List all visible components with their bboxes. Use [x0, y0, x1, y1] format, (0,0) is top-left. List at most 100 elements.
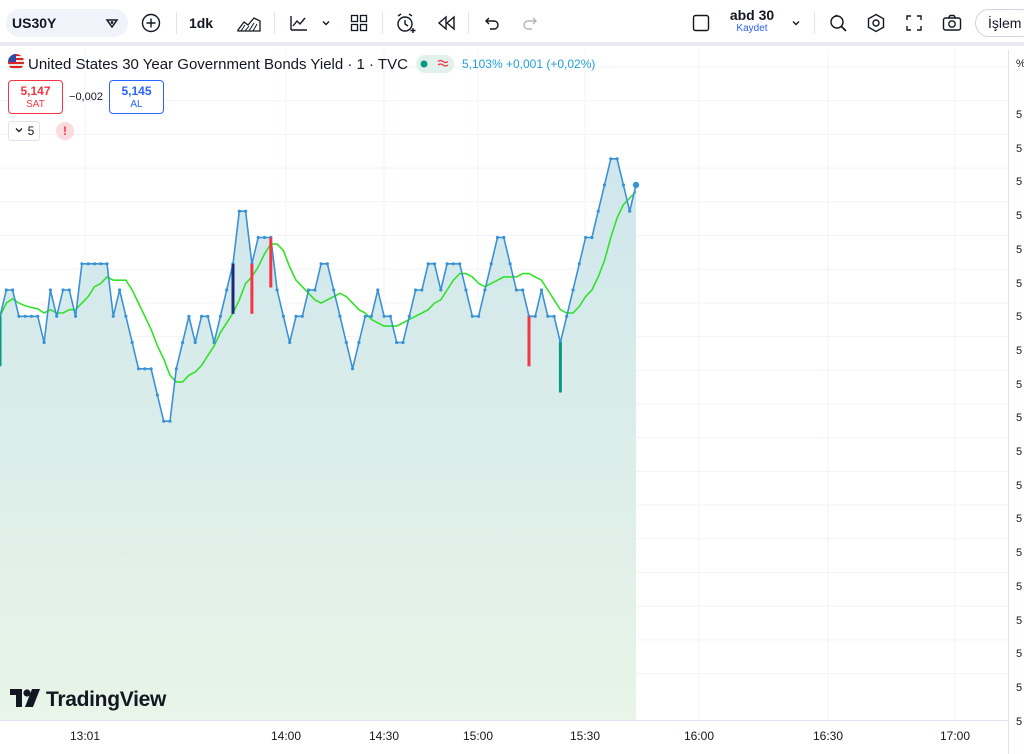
- yield-point: [193, 340, 197, 345]
- yield-point: [338, 314, 342, 318]
- yield-point: [502, 235, 506, 240]
- yield-point: [565, 314, 569, 318]
- yield-point: [74, 314, 78, 318]
- yield-point: [80, 262, 84, 266]
- redo-icon[interactable]: [518, 10, 544, 36]
- toolbar-divider: [382, 12, 383, 34]
- warning-badge[interactable]: !: [56, 122, 74, 140]
- time-axis-label: 17:00: [939, 729, 971, 743]
- yield-point: [376, 288, 380, 292]
- yield-point: [483, 288, 487, 292]
- signal-bar: [558, 342, 562, 393]
- time-axis-label: 15:30: [569, 729, 601, 743]
- sell-price: 5,147: [20, 84, 51, 98]
- toolbar-divider: [176, 12, 177, 34]
- layout-grid-icon[interactable]: [346, 10, 372, 36]
- tradingview-wordmark: TradingView: [46, 688, 167, 711]
- yield-point: [181, 340, 185, 345]
- yield-area-fill: [0, 158, 636, 720]
- sell-button[interactable]: 5,147 SAT: [8, 80, 63, 114]
- interval-button[interactable]: 1dk: [184, 10, 218, 36]
- yield-point: [432, 262, 437, 266]
- yield-point: [212, 340, 216, 345]
- buy-price: 5,145: [121, 84, 152, 98]
- yield-point: [67, 288, 71, 292]
- yield-point: [111, 314, 115, 318]
- yield-point: [571, 288, 575, 292]
- yield-point: [281, 314, 285, 318]
- time-axis-label: 14:30: [368, 729, 400, 743]
- layout-save-button[interactable]: abd 30 Kaydet: [726, 8, 778, 34]
- yield-point: [149, 367, 153, 371]
- time-axis-label: 13:01: [69, 729, 101, 743]
- price-scale-label: 5: [1016, 412, 1023, 424]
- alert-icon[interactable]: [392, 10, 420, 36]
- yield-point: [344, 340, 348, 345]
- tradingview-logo-icon: [10, 688, 40, 712]
- yield-point: [407, 314, 411, 318]
- yield-point: [539, 288, 544, 292]
- yield-point: [420, 288, 424, 292]
- time-scale[interactable]: 13:01 14:00 14:30 15:00 15:30 16:00 16:30 17:00: [0, 720, 1008, 754]
- price-scale-label: 5: [1016, 210, 1023, 222]
- yield-point: [596, 209, 600, 213]
- yield-point: [369, 314, 374, 318]
- yield-point: [602, 183, 607, 187]
- chart-type-area-icon[interactable]: [234, 10, 264, 36]
- yield-point: [388, 314, 392, 318]
- price-scale-label: 5: [1016, 716, 1023, 728]
- settings-gear-icon[interactable]: [862, 10, 890, 36]
- price-scale-label: 5: [1016, 244, 1023, 256]
- yield-point: [628, 209, 632, 213]
- yield-point: [584, 235, 588, 240]
- top-toolbar: US30Y 1dk abd 30 Kaydet: [0, 0, 1024, 46]
- layout-square-icon[interactable]: [688, 10, 714, 36]
- yield-point: [86, 262, 90, 266]
- yield-point: [61, 288, 65, 292]
- market-status-badge[interactable]: [415, 55, 454, 73]
- camera-snapshot-icon[interactable]: [938, 10, 966, 36]
- fullscreen-icon[interactable]: [900, 10, 928, 36]
- indicators-dropdown-icon[interactable]: [318, 10, 334, 36]
- yield-point: [244, 209, 248, 213]
- indicators-collapse-button[interactable]: 5: [8, 121, 40, 141]
- compare-add-symbol-icon[interactable]: [138, 10, 164, 36]
- yield-point: [174, 367, 178, 371]
- yield-point: [17, 314, 21, 318]
- symbol-search-box[interactable]: US30Y: [6, 9, 128, 37]
- yield-point: [11, 288, 15, 292]
- replay-icon[interactable]: [432, 10, 460, 36]
- yield-point: [307, 288, 311, 292]
- yield-point: [187, 314, 191, 318]
- yield-point: [489, 262, 493, 266]
- volume-bars: [0, 237, 562, 393]
- yield-point: [577, 262, 581, 266]
- layout-dropdown-icon[interactable]: [788, 10, 804, 36]
- price-scale[interactable]: % 5 5 5 5 5 5 5 5 5 5 5 5 5 5 5 5 5 5 5: [1008, 50, 1024, 754]
- indicator-count: 5: [27, 124, 35, 138]
- quick-search-icon[interactable]: [824, 10, 852, 36]
- symbol-title[interactable]: United States 30 Year Government Bonds Y…: [28, 55, 408, 73]
- yield-point: [92, 262, 97, 266]
- buy-button[interactable]: 5,145 AL: [109, 80, 164, 114]
- indicators-icon[interactable]: [286, 10, 312, 36]
- yield-point: [105, 262, 109, 266]
- yield-point: [546, 314, 550, 318]
- undo-icon[interactable]: [478, 10, 504, 36]
- trade-button[interactable]: İşlem: [975, 9, 1024, 37]
- yield-point: [395, 340, 399, 345]
- time-axis-label: 16:30: [812, 729, 844, 743]
- symbol-name: US30Y: [12, 15, 57, 31]
- signal-bar: [527, 316, 531, 367]
- yield-point: [609, 157, 613, 161]
- last-price-dot: [632, 181, 640, 189]
- price-scale-label: 5: [1016, 648, 1023, 660]
- quote-panel: 5,147 SAT −0,002 5,145 AL: [8, 80, 164, 114]
- tradingview-logo[interactable]: TradingView: [10, 688, 166, 712]
- yield-point: [168, 419, 172, 423]
- symbol-dropdown-icon[interactable]: [102, 13, 122, 38]
- yield-point: [29, 314, 34, 318]
- price-chart[interactable]: [0, 50, 1008, 720]
- yield-point: [130, 340, 134, 345]
- yield-point: [143, 367, 147, 371]
